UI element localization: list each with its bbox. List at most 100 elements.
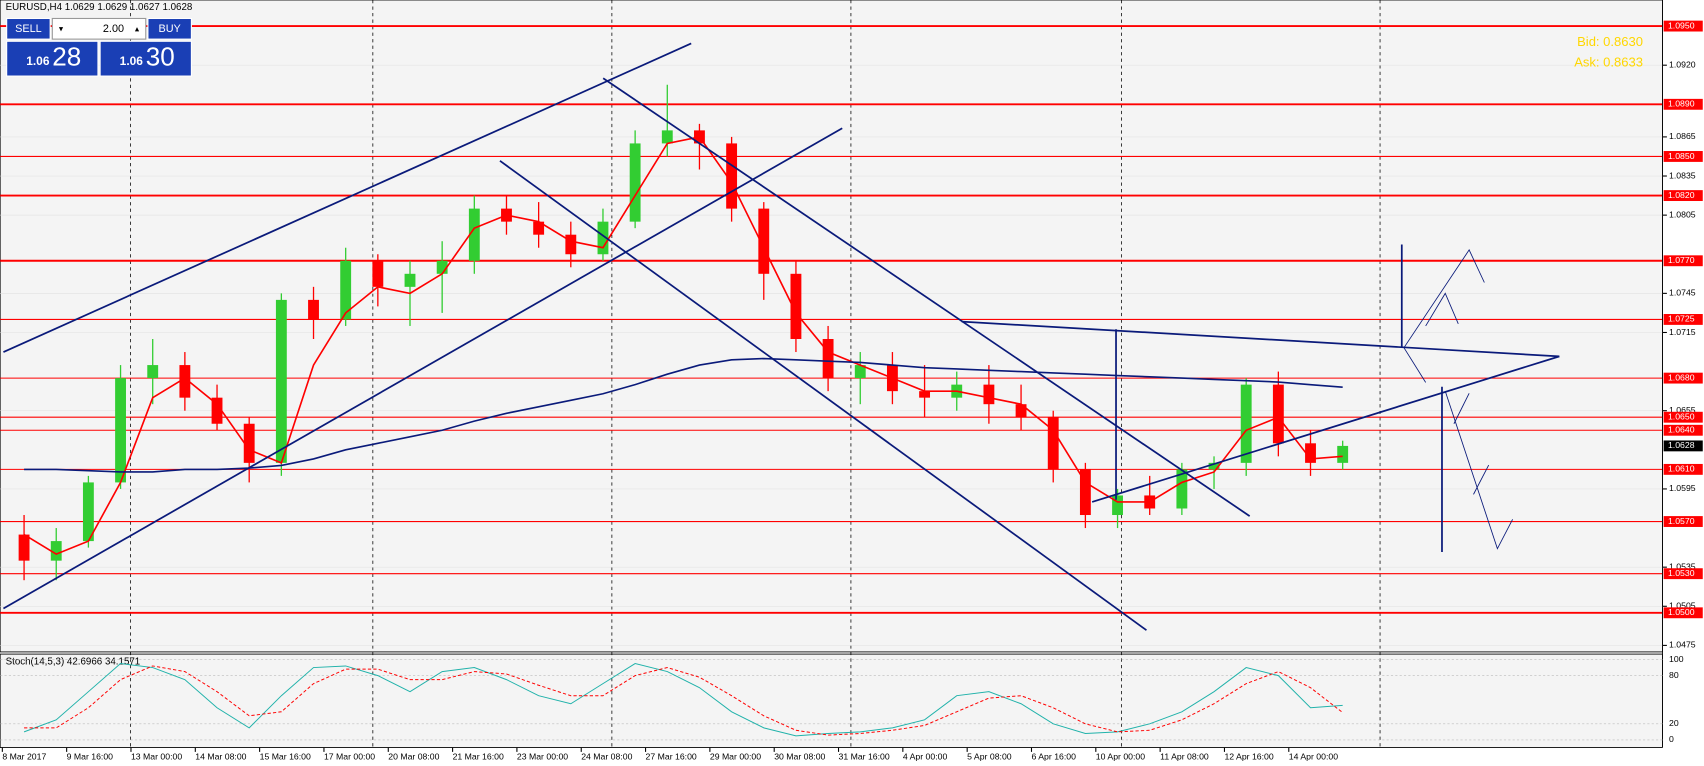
- trendline: [961, 320, 1560, 358]
- x-tick-label: 29 Mar 00:00: [710, 752, 761, 762]
- x-tick-label: 4 Apr 00:00: [903, 752, 948, 762]
- x-tick-label: 10 Apr 00:00: [1096, 752, 1145, 762]
- level-label: 1.0500: [1668, 607, 1695, 617]
- ask: Ask: 0.8633: [1574, 54, 1643, 69]
- x-tick-label: 20 Mar 08:00: [388, 752, 439, 762]
- candle-body: [436, 260, 448, 274]
- x-tick-label: 14 Apr 00:00: [1289, 752, 1338, 762]
- candle-body: [147, 365, 159, 379]
- candle-body: [1305, 443, 1316, 463]
- level-label: 1.0820: [1668, 190, 1695, 200]
- level-label: 1.0680: [1668, 372, 1695, 382]
- indicator-pane: [0, 653, 1663, 748]
- level-tag: [1663, 20, 1703, 32]
- candle-body: [340, 260, 352, 320]
- level-tag: [1663, 190, 1703, 202]
- up-arrow[interactable]: ▴: [135, 24, 140, 34]
- candle-body: [983, 384, 995, 405]
- candle-body: [1208, 462, 1220, 470]
- y-tick-label: 1.0655: [1669, 405, 1696, 415]
- candle-body: [822, 338, 834, 379]
- candle-body: [1112, 495, 1123, 516]
- candle-body: [50, 541, 62, 561]
- arrow-path: [1444, 391, 1513, 550]
- ask-prefix[interactable]: 1.06: [120, 54, 144, 68]
- level-label: 1.0890: [1668, 99, 1695, 109]
- buy-button[interactable]: [147, 17, 192, 40]
- sell-label[interactable]: SELL: [15, 23, 42, 35]
- arrow-path: [1453, 393, 1470, 424]
- level-tag: [1663, 463, 1703, 475]
- candle-body: [854, 365, 866, 379]
- y-tick-label: 1.0805: [1669, 209, 1696, 219]
- lots[interactable]: 2.00: [103, 23, 124, 35]
- arrow-path: [1425, 292, 1459, 327]
- level-tag: [1663, 151, 1703, 162]
- vertical-separators: [130, 0, 1381, 748]
- level-label: 1.0530: [1668, 568, 1695, 578]
- bid-pips[interactable]: 28: [52, 42, 81, 72]
- stoch-line: [24, 665, 1343, 736]
- ask-pips[interactable]: 30: [146, 42, 175, 72]
- x-tick-label: 9 Mar 16:00: [67, 752, 114, 762]
- candle-body: [726, 143, 738, 209]
- ask-box[interactable]: [99, 40, 192, 77]
- candle-body: [661, 130, 673, 144]
- candle-body: [404, 273, 416, 287]
- down-arrow[interactable]: ▾: [59, 24, 64, 34]
- sell-button[interactable]: [6, 17, 51, 40]
- indicator-title: Stoch(14,5,3) 42.6966 34.1571: [6, 656, 141, 667]
- trendline: [2, 127, 843, 610]
- lot-input[interactable]: [51, 17, 147, 40]
- candle-body: [1337, 445, 1349, 463]
- level-tag: [1663, 568, 1703, 580]
- trendline: [602, 77, 1251, 517]
- level-label: 1.0950: [1668, 20, 1695, 30]
- buy-label[interactable]: BUY: [158, 23, 180, 35]
- x-tick-label: 17 Mar 00:00: [324, 752, 375, 762]
- y-tick-label: 1.0835: [1669, 170, 1696, 180]
- trendline: [499, 160, 1147, 631]
- candle-body: [533, 221, 545, 235]
- x-tick-label: 12 Apr 16:00: [1224, 752, 1273, 762]
- candle-body: [243, 423, 255, 463]
- x-tick-label: 6 Apr 16:00: [1031, 752, 1076, 762]
- trendline: [3, 42, 692, 353]
- arrow-path: [1403, 347, 1427, 383]
- x-tick-label: 5 Apr 08:00: [967, 752, 1012, 762]
- level-tag: [1663, 314, 1703, 325]
- candles: [18, 84, 1349, 581]
- indicator: Stoch(14,5,3) 42.6966 34.1571: [0, 656, 1663, 741]
- trendline: [1091, 355, 1560, 503]
- y-tick-label: 1.0505: [1669, 601, 1696, 611]
- candle-body: [1015, 404, 1027, 418]
- candle-body: [1047, 417, 1059, 470]
- level-label: 1.0850: [1668, 151, 1695, 161]
- x-tick-label: 27 Mar 16:00: [646, 752, 697, 762]
- candle-body: [597, 221, 609, 255]
- candle-body: [468, 208, 480, 261]
- bid: Bid: 0.8630: [1577, 34, 1643, 49]
- bid-box[interactable]: [6, 40, 99, 77]
- bid-prefix[interactable]: 1.06: [26, 54, 50, 68]
- candle-body: [179, 365, 191, 398]
- candle-body: [565, 234, 577, 255]
- level-label: 1.0610: [1668, 464, 1695, 474]
- moving-average: [24, 357, 1343, 473]
- level-label: 1.0570: [1668, 516, 1695, 526]
- x-tick-label: 23 Mar 00:00: [517, 752, 568, 762]
- level-tag: [1663, 607, 1703, 619]
- candle-body: [758, 208, 770, 274]
- level-tag: [1663, 516, 1703, 527]
- x-tick-label: 21 Mar 16:00: [453, 752, 504, 762]
- level-tag: [1663, 255, 1703, 267]
- candle-body: [919, 391, 931, 398]
- candle-body: [629, 143, 641, 222]
- x-tick-label: 13 Mar 00:00: [131, 752, 182, 762]
- time-axis: 8 Mar 2017 9 Mar 16:00 13 Mar 00:00 14 Mar …: [1, 747, 1338, 762]
- candle-body: [275, 299, 287, 463]
- level-tag: [1663, 411, 1703, 423]
- level-label: 1.0650: [1668, 412, 1695, 422]
- candle-body: [790, 273, 802, 339]
